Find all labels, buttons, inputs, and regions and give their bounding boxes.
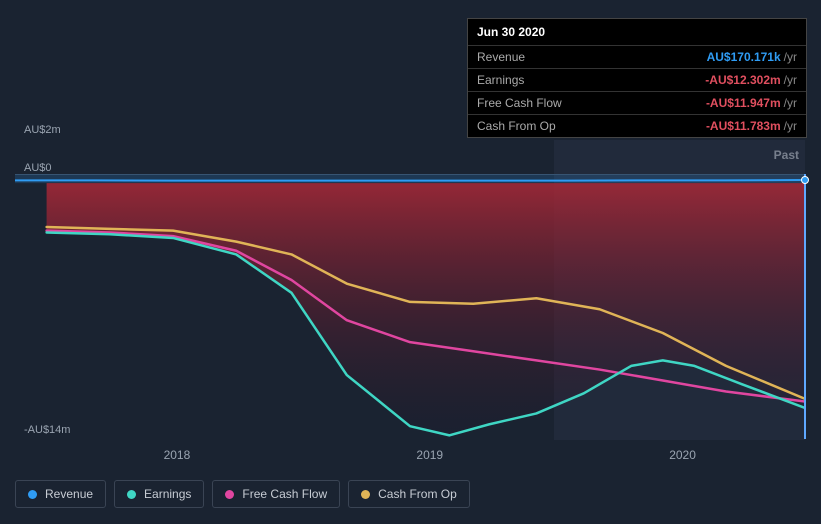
legend-swatch (28, 490, 37, 499)
tooltip-series-unit: /yr (784, 119, 797, 133)
legend-label: Earnings (144, 487, 191, 501)
tooltip-series-value: -AU$12.302m (705, 73, 783, 87)
tooltip-series-label: Earnings (477, 73, 705, 87)
legend-label: Revenue (45, 487, 93, 501)
legend-label: Cash From Op (378, 487, 457, 501)
legend-swatch (225, 490, 234, 499)
tooltip-series-unit: /yr (784, 50, 797, 64)
tooltip-series-value: -AU$11.947m (706, 96, 784, 110)
tooltip-series-unit: /yr (784, 96, 797, 110)
x-axis-label: 2018 (164, 448, 191, 462)
legend-item-cfo[interactable]: Cash From Op (348, 480, 470, 508)
tooltip-row: Revenue AU$170.171k /yr (468, 46, 806, 69)
past-label: Past (774, 148, 799, 162)
legend-item-fcf[interactable]: Free Cash Flow (212, 480, 340, 508)
tooltip-row: Cash From Op -AU$11.783m /yr (468, 115, 806, 137)
tooltip-row: Earnings -AU$12.302m /yr (468, 69, 806, 92)
legend-label: Free Cash Flow (242, 487, 327, 501)
x-axis-label: 2019 (416, 448, 443, 462)
tooltip-date: Jun 30 2020 (468, 19, 806, 46)
tooltip-series-label: Cash From Op (477, 119, 706, 133)
plot-area[interactable] (15, 174, 805, 439)
legend-item-revenue[interactable]: Revenue (15, 480, 106, 508)
x-axis-label: 2020 (669, 448, 696, 462)
tooltip-series-value: AU$170.171k (707, 50, 784, 64)
tooltip-box: Jun 30 2020 Revenue AU$170.171k /yr Earn… (467, 18, 807, 138)
chart-container: Jun 30 2020 Revenue AU$170.171k /yr Earn… (0, 0, 821, 524)
legend-item-earnings[interactable]: Earnings (114, 480, 204, 508)
chart-svg (15, 174, 805, 439)
y-axis-label: AU$2m (24, 124, 61, 136)
legend-swatch (361, 490, 370, 499)
tooltip-series-value: -AU$11.783m (706, 119, 784, 133)
legend-swatch (127, 490, 136, 499)
tooltip-series-label: Revenue (477, 50, 707, 64)
y-axis-label: AU$0 (24, 162, 52, 174)
tooltip-series-label: Free Cash Flow (477, 96, 706, 110)
tooltip-series-unit: /yr (784, 73, 797, 87)
legend: Revenue Earnings Free Cash Flow Cash Fro… (15, 480, 470, 508)
tooltip-row: Free Cash Flow -AU$11.947m /yr (468, 92, 806, 115)
